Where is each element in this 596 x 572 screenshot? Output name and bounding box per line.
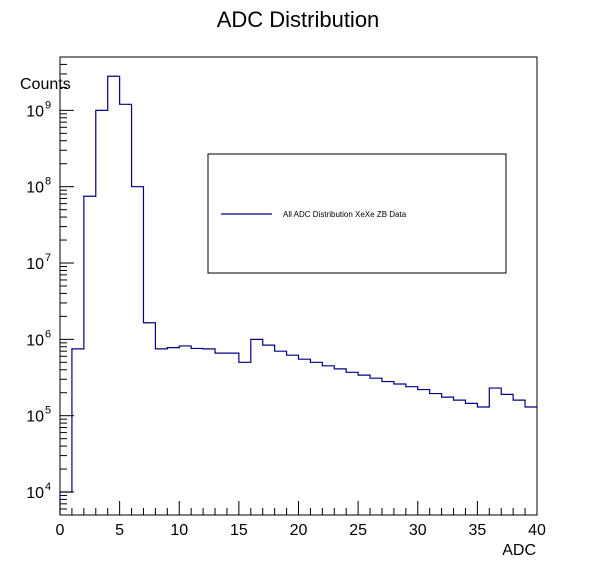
x-axis-label: ADC [502,542,536,559]
y-tick-label-exponent: 5 [45,405,51,417]
x-tick-label: 15 [230,522,248,539]
y-tick-label-base: 10 [26,256,44,273]
x-axis-ticks: 0 5 10 15 20 25 30 35 40 [56,501,546,539]
y-tick-label-base: 10 [26,180,44,197]
y-tick-label-exponent: 8 [45,176,51,188]
x-tick-label: 35 [468,522,486,539]
y-tick-label-base: 10 [26,103,44,120]
y-tick-label-base: 10 [26,485,44,502]
chart-title: ADC Distribution [217,7,380,32]
y-tick-label-base: 10 [26,409,44,426]
y-axis-label: Counts [20,76,71,93]
y-tick-label-exponent: 7 [45,252,51,264]
x-tick-label: 20 [290,522,308,539]
histogram-series-line [59,75,537,515]
x-tick-label: 30 [409,522,427,539]
histogram-series [59,75,537,515]
y-tick-label-base: 10 [26,332,44,349]
y-tick-label-exponent: 9 [45,99,51,111]
x-tick-label: 25 [349,522,367,539]
legend: All ADC Distribution XeXe ZB Data [207,153,507,274]
x-tick-label: 40 [528,522,546,539]
y-tick-label-exponent: 6 [45,328,51,340]
x-tick-label: 10 [170,522,188,539]
y-tick-label-exponent: 4 [45,481,51,493]
x-tick-label: 5 [115,522,124,539]
x-tick-label: 0 [56,522,65,539]
legend-entry-label: All ADC Distribution XeXe ZB Data [283,210,407,219]
